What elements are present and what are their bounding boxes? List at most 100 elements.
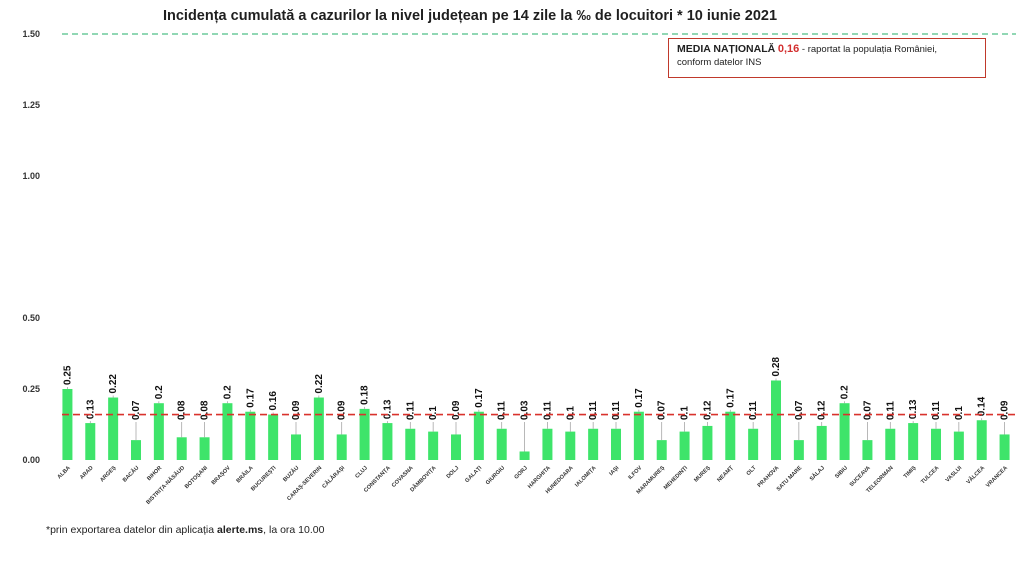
bar — [542, 428, 553, 460]
data-label: 0.11 — [611, 401, 622, 420]
data-label: 0.11 — [931, 401, 942, 420]
x-tick-label: VASLUI — [945, 465, 964, 484]
bars — [62, 380, 1010, 460]
data-label: 0.25 — [62, 365, 73, 385]
bar — [405, 428, 416, 460]
national-mean-legend: MEDIA NAȚIONALĂ 0,16 - raportat la popul… — [668, 38, 986, 78]
x-tick-label: ILFOV — [627, 465, 643, 481]
y-tick-label: 1.00 — [22, 171, 40, 181]
legend-text-line2: conform datelor INS — [677, 57, 762, 68]
data-label: 0.11 — [588, 401, 599, 420]
bar — [953, 431, 964, 460]
bar — [862, 440, 873, 460]
y-axis: 0.00 0.25 0.50 1.00 1.25 1.50 — [22, 29, 40, 465]
x-tick-label: NEAMȚ — [716, 465, 735, 484]
x-tick-label: BRĂILA — [235, 464, 255, 484]
bar — [85, 423, 96, 460]
data-label: 0.17 — [474, 388, 485, 408]
x-tick-label: OLT — [746, 465, 758, 477]
x-tick-label: GIURGIU — [485, 465, 506, 486]
y-tick-label: 0.00 — [22, 455, 40, 465]
y-tick-label: 0.50 — [22, 313, 40, 323]
bar — [313, 397, 324, 460]
chart-title: Incidența cumulată a cazurilor la nivel … — [163, 8, 777, 24]
bar — [108, 397, 119, 460]
bar — [908, 423, 919, 460]
y-tick-label: 1.25 — [22, 100, 40, 110]
y-tick-label: 0.25 — [22, 384, 40, 394]
data-label: 0.2 — [840, 385, 851, 399]
bar — [702, 425, 713, 460]
bar — [336, 434, 347, 460]
x-tick-label: GALAȚI — [464, 465, 483, 484]
bar — [565, 431, 576, 460]
legend-text-line1: - raportat la populația României, — [801, 44, 938, 55]
data-label: 0.28 — [771, 357, 782, 377]
bar — [885, 428, 896, 460]
data-label: 0.1 — [954, 406, 965, 420]
x-tick-label: BUCUREȘTI — [250, 465, 278, 493]
data-label: 0.1 — [680, 406, 691, 420]
footnote-suffix: , la ora 10.00 — [263, 524, 325, 536]
x-tick-label: VRANCEA — [985, 465, 1009, 489]
bar — [839, 403, 850, 460]
data-label: 0.09 — [451, 400, 462, 420]
bar — [748, 428, 759, 460]
x-tick-label: BRAȘOV — [211, 465, 232, 486]
data-label: 0.11 — [885, 401, 896, 420]
bar — [382, 423, 393, 460]
data-label: 0.07 — [131, 400, 142, 420]
bar — [679, 431, 690, 460]
bar — [62, 389, 73, 460]
data-label: 0.08 — [177, 400, 188, 420]
bar — [268, 414, 279, 460]
x-tick-label: SUCEAVA — [849, 465, 872, 488]
data-label: 0.12 — [817, 400, 828, 420]
bar — [473, 411, 484, 460]
data-label: 0.13 — [382, 399, 393, 419]
bar — [496, 428, 507, 460]
data-label: 0.13 — [85, 399, 96, 419]
bar — [656, 440, 667, 460]
data-label: 0.11 — [748, 401, 759, 420]
data-label: 0.07 — [794, 400, 805, 420]
footnote: *prin exportarea datelor din aplicația a… — [46, 524, 324, 536]
data-label: 0.13 — [908, 399, 919, 419]
bar — [131, 440, 141, 460]
x-tick-label: COVASNA — [391, 465, 415, 489]
x-tick-label: GORJ — [514, 465, 529, 480]
bar — [291, 434, 301, 460]
data-label: 0.07 — [657, 400, 668, 420]
bar — [451, 434, 461, 460]
x-tick-label: IALOMIȚA — [574, 465, 597, 488]
bar — [428, 431, 439, 460]
data-label: 0.09 — [1000, 400, 1011, 420]
bar — [633, 411, 644, 460]
footnote-app: alerte.ms — [217, 524, 264, 536]
bar — [976, 420, 987, 460]
data-label: 0.2 — [222, 385, 233, 399]
data-label: 0.17 — [725, 388, 736, 408]
data-label: 0.09 — [291, 400, 302, 420]
x-tick-label: VÂLCEA — [965, 464, 986, 485]
data-label: 0.22 — [108, 374, 119, 394]
data-labels: 0.25 0.13 0.22 0.07 0.2 0.08 0.08 0.2 0.17 0.16 0.… — [62, 357, 1010, 420]
data-label: 0.17 — [245, 388, 256, 408]
data-label: 0.12 — [702, 400, 713, 420]
data-label: 0.16 — [268, 391, 279, 411]
bar — [771, 380, 781, 460]
bar — [816, 425, 827, 460]
data-label: 0.2 — [154, 385, 165, 399]
bar — [199, 437, 210, 460]
data-label: 0.07 — [862, 400, 873, 420]
x-tick-label: CLUJ — [354, 465, 369, 480]
x-tick-label: ALBA — [57, 465, 72, 480]
x-tick-label: CĂLĂRAȘI — [321, 464, 347, 490]
data-label: 0.11 — [542, 401, 553, 420]
bar — [153, 403, 164, 460]
x-tick-label: BISTRIȚA-NĂSĂUD — [145, 464, 186, 505]
data-label: 0.1 — [428, 406, 439, 420]
footnote-prefix: *prin exportarea datelor din aplicația — [46, 524, 215, 536]
x-tick-label: PRAHOVA — [757, 465, 781, 489]
